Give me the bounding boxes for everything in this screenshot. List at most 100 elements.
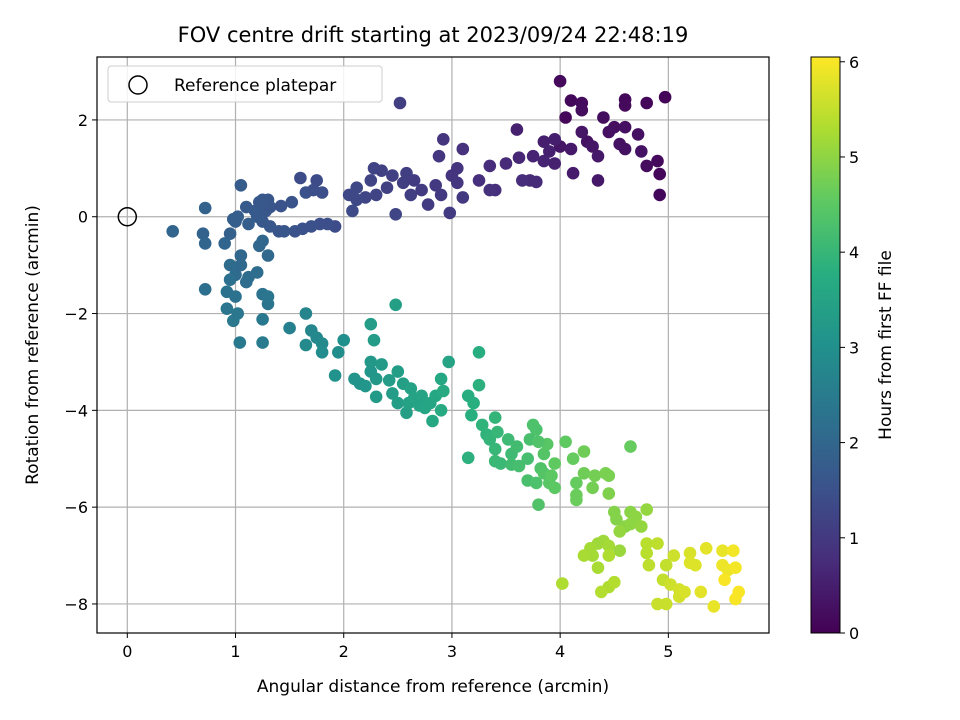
data-point [570, 476, 583, 490]
data-point [294, 171, 307, 185]
data-point [242, 217, 255, 231]
data-point [369, 390, 383, 404]
colorbar-tick-label: 4 [849, 243, 859, 262]
data-point [240, 275, 253, 289]
data-point [434, 404, 448, 417]
data-point [288, 225, 302, 238]
data-point [667, 549, 681, 562]
data-point [475, 418, 489, 432]
data-point [451, 176, 464, 190]
data-point [678, 585, 691, 599]
data-point [223, 227, 237, 240]
grid-lines [97, 57, 769, 633]
data-point [613, 525, 626, 538]
data-point [591, 561, 605, 574]
data-point [488, 442, 502, 456]
data-point [575, 125, 589, 139]
y-tick-label: −4 [64, 401, 88, 420]
data-point [537, 135, 551, 148]
x-tick-label: 0 [122, 642, 132, 661]
data-point [640, 159, 653, 173]
data-point [689, 558, 702, 572]
data-point [512, 459, 526, 473]
data-point [564, 94, 578, 107]
data-point [631, 128, 645, 141]
data-point [653, 188, 666, 202]
x-tick-label: 4 [555, 642, 565, 661]
data-point [548, 457, 561, 470]
data-point [332, 346, 345, 359]
data-point [618, 120, 632, 134]
colorbar-ticks: 0 1 2 3 4 5 6 [840, 53, 859, 643]
data-point [516, 174, 529, 187]
data-point [283, 321, 296, 335]
data-point [227, 314, 240, 328]
data-point [261, 290, 275, 303]
data-point [229, 290, 242, 303]
data-point [256, 313, 269, 326]
y-tick-label: 2 [78, 111, 88, 130]
data-point [543, 145, 556, 158]
data-point [483, 159, 497, 173]
data-point [256, 234, 269, 248]
data-point [566, 166, 580, 180]
data-point [624, 440, 637, 453]
data-point [328, 369, 342, 382]
data-point [591, 174, 605, 187]
data-point [548, 133, 561, 146]
data-point [400, 166, 413, 180]
data-point [602, 469, 616, 483]
data-point [250, 266, 264, 279]
data-point [467, 396, 480, 410]
data-point [337, 333, 351, 347]
data-point [483, 183, 497, 197]
data-point [346, 204, 359, 218]
data-point [602, 487, 616, 500]
data-point [234, 179, 248, 192]
data-point [437, 384, 450, 398]
data-point [364, 317, 378, 331]
data-point [386, 387, 399, 400]
data-point [386, 169, 399, 182]
data-point [548, 481, 561, 495]
data-point [491, 425, 504, 439]
data-point [299, 338, 313, 352]
data-point [559, 111, 572, 124]
data-point [415, 389, 428, 403]
data-point [729, 592, 742, 606]
data-point [364, 355, 378, 369]
data-point [426, 414, 439, 428]
data-point [434, 188, 448, 202]
data-point [234, 249, 248, 262]
data-point [718, 573, 731, 587]
data-point [391, 396, 405, 410]
data-point [404, 188, 418, 202]
legend-label: Reference platepar [174, 76, 336, 96]
data-point [472, 174, 486, 187]
data-point [198, 283, 212, 296]
data-point [608, 575, 621, 589]
data-point [252, 195, 266, 209]
chart-title: FOV centre drift starting at 2023/09/24 … [178, 23, 689, 47]
legend-open-circle-icon [128, 75, 148, 95]
data-point [653, 167, 666, 181]
data-point [602, 539, 616, 553]
data-point [442, 355, 456, 369]
data-point [635, 520, 648, 533]
data-point [315, 346, 329, 359]
data-point [415, 183, 428, 197]
data-point [575, 103, 589, 117]
data-point [499, 157, 513, 170]
data-point [532, 435, 545, 449]
data-point [350, 193, 364, 207]
data-point [367, 162, 381, 175]
y-tick-label: −6 [64, 498, 88, 517]
data-point [530, 175, 543, 189]
data-point [586, 140, 599, 153]
data-point [359, 379, 372, 393]
data-point [461, 451, 475, 465]
colorbar-label: Hours from first FF file [876, 250, 896, 440]
data-point [367, 333, 381, 347]
data-point [602, 125, 616, 139]
data-point [310, 174, 324, 187]
